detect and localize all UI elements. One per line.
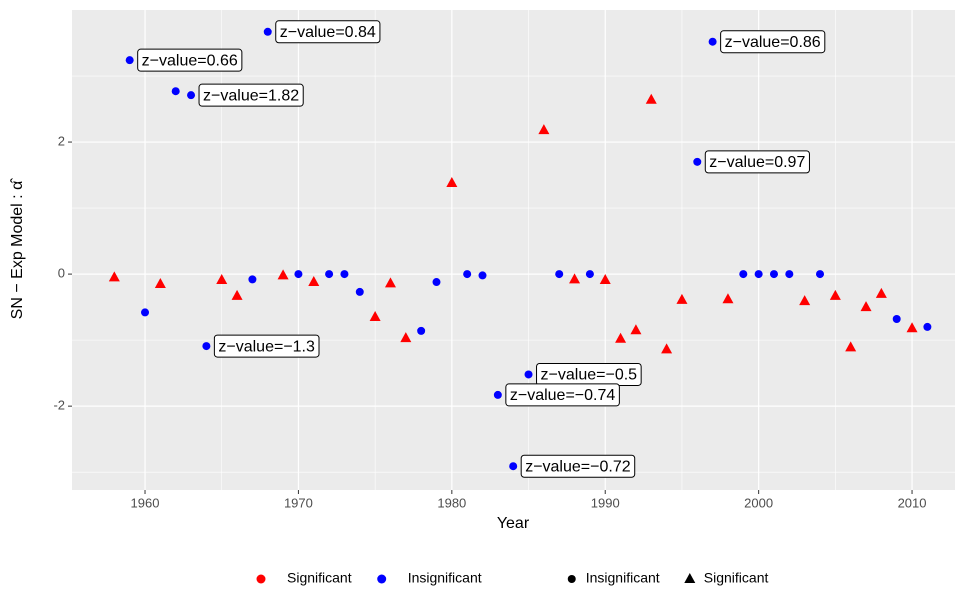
legend-label: Insignificant — [586, 570, 660, 586]
point — [569, 273, 581, 284]
annotation-box — [275, 20, 381, 44]
point — [446, 176, 458, 187]
annotation: z−value=0.66 — [142, 52, 238, 69]
legend-key — [256, 574, 266, 584]
point — [248, 275, 257, 284]
point — [538, 124, 550, 135]
point — [325, 270, 334, 279]
panel — [72, 10, 955, 490]
point — [400, 332, 412, 343]
point — [263, 27, 272, 36]
annotation-box — [520, 454, 636, 478]
annotation-box — [720, 30, 826, 54]
x-tick-label: 1970 — [284, 495, 313, 510]
point — [308, 276, 320, 287]
legend-key — [567, 575, 576, 583]
point — [493, 390, 502, 399]
point — [369, 311, 381, 322]
point — [630, 324, 642, 335]
x-tick-label: 1990 — [591, 495, 620, 510]
point — [599, 274, 611, 285]
point — [585, 270, 594, 279]
point — [785, 270, 794, 279]
annotation: z−value=−0.5 — [541, 367, 638, 384]
point — [875, 287, 887, 298]
point — [555, 270, 564, 279]
point — [708, 37, 717, 46]
annotation: z−value=0.97 — [709, 154, 805, 171]
legend-label: Insignificant — [408, 570, 482, 586]
point — [125, 56, 134, 65]
point — [892, 314, 901, 323]
point — [509, 462, 518, 471]
point — [676, 293, 688, 304]
annotation: z−value=0.84 — [280, 24, 376, 41]
point — [615, 332, 627, 343]
annotation-box — [213, 334, 320, 358]
y-tick-label: -2 — [53, 398, 65, 413]
point — [816, 270, 825, 279]
x-tick-label: 2010 — [898, 495, 927, 510]
annotation-box — [704, 150, 810, 174]
point — [799, 295, 811, 306]
point — [355, 287, 364, 296]
annotation: z−value=−0.74 — [510, 387, 616, 404]
point — [384, 277, 396, 288]
y-tick-label: 2 — [58, 133, 65, 148]
point — [277, 269, 289, 280]
x-axis-title: Year — [497, 515, 530, 532]
annotation-box — [505, 383, 620, 407]
legend-label: Significant — [704, 570, 769, 586]
point — [417, 326, 426, 335]
point — [202, 342, 211, 351]
point — [231, 289, 243, 300]
point — [739, 270, 748, 279]
x-tick-label: 1980 — [437, 495, 466, 510]
y-tick-label: 0 — [58, 266, 65, 281]
point — [845, 341, 857, 352]
point — [860, 301, 872, 312]
point — [108, 271, 120, 282]
x-tick-label: 1960 — [131, 495, 160, 510]
point — [829, 289, 841, 300]
point — [661, 343, 673, 354]
point — [154, 278, 166, 289]
legend-label: Significant — [287, 570, 352, 586]
point — [645, 93, 657, 104]
point — [294, 270, 303, 279]
point — [478, 271, 487, 280]
point — [141, 308, 150, 317]
legend-key — [684, 573, 696, 583]
annotation-box — [137, 48, 243, 72]
annotation: z−value=−1.3 — [218, 338, 315, 355]
point — [463, 270, 472, 279]
point — [171, 87, 180, 96]
point — [754, 270, 763, 279]
point — [524, 370, 533, 379]
point — [722, 293, 734, 304]
point — [693, 157, 702, 166]
annotation: z−value=−0.72 — [525, 458, 631, 475]
point — [432, 278, 441, 287]
point — [340, 270, 349, 279]
annotation-box — [198, 83, 304, 107]
legend: Significant Insignificant Insignificant Sig… — [256, 570, 769, 586]
annotations: z−value=0.66 z−value=0.84 z−value=1.82 z−va… — [137, 20, 826, 478]
x-tick-label: 2000 — [744, 495, 773, 510]
annotation: z−value=0.86 — [725, 34, 821, 51]
point — [906, 322, 918, 333]
point — [216, 274, 228, 285]
point — [769, 270, 778, 279]
marks — [108, 27, 932, 471]
annotation: z−value=1.82 — [203, 87, 299, 104]
legend-key — [377, 574, 387, 584]
point — [923, 322, 932, 331]
point — [187, 91, 196, 100]
y-axis-title: SN − Exp Model : α̂ — [9, 178, 26, 320]
